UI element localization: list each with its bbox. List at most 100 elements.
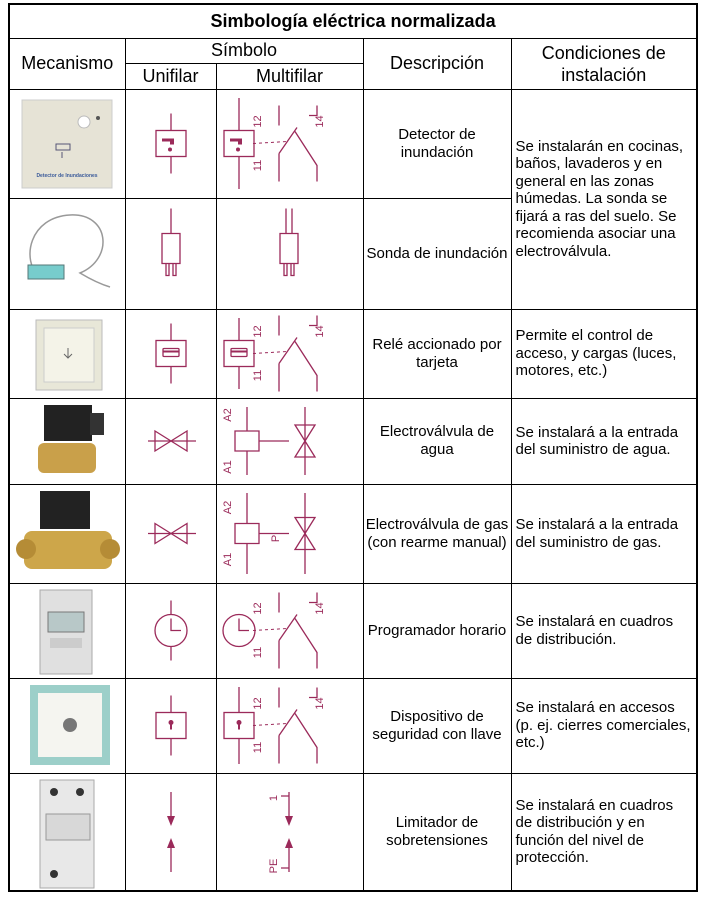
- terminal-label: 14: [314, 115, 326, 127]
- symbol-table: Simbología eléctrica normalizada Mecanis…: [8, 3, 699, 892]
- conditions-cell: Se instalará en cuadros de distribución …: [510, 772, 698, 892]
- photo-cell: [8, 308, 126, 399]
- unifilar-symbol: [147, 429, 196, 453]
- photo-label: Detector de Inundaciones: [36, 173, 97, 179]
- table-row: Sonda de inundación: [8, 197, 697, 310]
- photo-cell: [8, 772, 126, 892]
- table-row: A1 A2 P Electroválvula de gas (con rearme m…: [8, 483, 698, 584]
- photo-cell: Detector de Inundaciones: [8, 88, 126, 199]
- header-cell: Multifilar: [215, 62, 364, 90]
- terminal-label: P: [270, 535, 282, 542]
- unifilar-cell: [124, 397, 217, 485]
- photo-cell: [8, 677, 126, 774]
- photo: [35, 319, 103, 391]
- multifilar-symbol: [278, 208, 299, 277]
- photo: [30, 685, 110, 765]
- table-title: Simbología eléctrica normalizada: [8, 3, 698, 39]
- unifilar-symbol: [154, 695, 187, 756]
- terminal-label: 12: [252, 115, 264, 127]
- multifilar-cell: 12 14 11: [215, 308, 364, 399]
- description-cell: Detector de inundación: [362, 88, 512, 199]
- header-cell: Condiciones de instalación: [510, 37, 698, 90]
- header-cell: Descripción: [362, 37, 512, 90]
- terminal-label: 14: [314, 325, 326, 337]
- description-cell: Programador horario: [362, 582, 512, 679]
- photo-cell: [8, 483, 126, 584]
- unifilar-symbol: [147, 522, 196, 545]
- terminal-label: A2: [222, 501, 234, 514]
- terminal-label: 11: [252, 742, 264, 753]
- description-cell: Dispositivo de seguridad con llave: [362, 677, 512, 774]
- multifilar-symbol: 12 14 11: [221, 592, 326, 669]
- table-row: 12 14 11 Programador horario Se instalará en…: [8, 582, 698, 679]
- conditions-cell: Se instalará en cuadros de distribución.: [510, 582, 698, 679]
- terminal-label: 11: [252, 370, 264, 381]
- unifilar-cell: [124, 772, 217, 892]
- photo: [27, 214, 111, 288]
- table-row: A1 A2 Electroválvula de agua Se instalará a…: [8, 397, 698, 485]
- unifilar-cell: [124, 483, 217, 584]
- photo: [39, 589, 93, 675]
- multifilar-symbol: 1 PE: [268, 791, 293, 873]
- terminal-label: A1: [222, 460, 234, 473]
- multifilar-cell: 1 PE: [215, 772, 364, 892]
- multifilar-cell: [215, 197, 364, 310]
- terminal-label: PE: [268, 858, 280, 873]
- unifilar-cell: [124, 197, 217, 310]
- unifilar-symbol: [160, 208, 181, 277]
- terminal-label: 11: [252, 160, 264, 171]
- header-cell: Símbolo: [124, 37, 364, 64]
- description-cell: Relé accionado por tarjeta: [362, 308, 512, 399]
- terminal-label: 11: [252, 647, 264, 658]
- terminal-label: 12: [252, 325, 264, 337]
- terminal-label: A2: [222, 408, 234, 421]
- photo: [39, 779, 95, 889]
- description-cell: Sonda de inundación: [362, 197, 512, 310]
- header-cell: Unifilar: [124, 62, 217, 90]
- conditions-cell: Se instalarán en cocinas, baños, lavader…: [510, 88, 698, 310]
- multifilar-cell: 12 14 11: [215, 88, 364, 199]
- unifilar-cell: [124, 308, 217, 399]
- unifilar-symbol: [153, 600, 188, 661]
- terminal-label: 1: [268, 795, 280, 801]
- table-row: 12 14 11 Relé accionado por tarjeta Permite …: [8, 308, 698, 399]
- unifilar-symbol: [166, 791, 175, 872]
- description-cell: Limitador de sobretensiones: [362, 772, 512, 892]
- photo-cell: [8, 582, 126, 679]
- photo-cell: [8, 397, 126, 485]
- multifilar-symbol: 12 14 11: [222, 315, 326, 392]
- unifilar-cell: [124, 88, 217, 199]
- conditions-cell: Se instalará a la entrada del suministro…: [510, 397, 698, 485]
- conditions-cell: Se instalará en accesos (p. ej. cierres …: [510, 677, 698, 774]
- terminal-label: 12: [252, 697, 264, 709]
- multifilar-symbol: 12 14 11: [222, 687, 326, 764]
- multifilar-cell: 12 14 11: [215, 677, 364, 774]
- unifilar-symbol: [154, 113, 187, 174]
- multifilar-cell: A1 A2 P: [215, 483, 364, 584]
- terminal-label: A1: [222, 553, 234, 566]
- table-row: 12 14 11 Dispositivo de seguridad con llave…: [8, 677, 698, 774]
- photo-cell: [8, 197, 126, 310]
- terminal-label: 14: [314, 602, 326, 614]
- table-row: 1 PE Limitador de sobretensiones Se instala…: [8, 772, 698, 892]
- photo: Detector de Inundaciones: [21, 99, 113, 189]
- photo: [16, 491, 120, 569]
- header-cell: Mecanismo: [8, 37, 126, 90]
- conditions-cell: Se instalará a la entrada del suministro…: [510, 483, 698, 584]
- multifilar-symbol: A1 A2 P: [222, 493, 316, 574]
- unifilar-cell: [124, 582, 217, 679]
- unifilar-symbol: [154, 323, 187, 384]
- description-cell: Electroválvula de agua: [362, 397, 512, 485]
- photo: [38, 405, 104, 473]
- unifilar-cell: [124, 677, 217, 774]
- multifilar-symbol: 12 14 11: [222, 98, 326, 189]
- multifilar-cell: 12 14 11: [215, 582, 364, 679]
- table-row: Detector de Inundaciones 12 14 11 Detector d…: [8, 88, 698, 310]
- multifilar-cell: A1 A2: [215, 397, 364, 485]
- terminal-label: 14: [314, 697, 326, 709]
- conditions-cell: Permite el control de acceso, y cargas (…: [510, 308, 698, 399]
- terminal-label: 12: [252, 602, 264, 614]
- multifilar-symbol: A1 A2: [222, 407, 316, 475]
- description-cell: Electroválvula de gas (con rearme manual…: [362, 483, 512, 584]
